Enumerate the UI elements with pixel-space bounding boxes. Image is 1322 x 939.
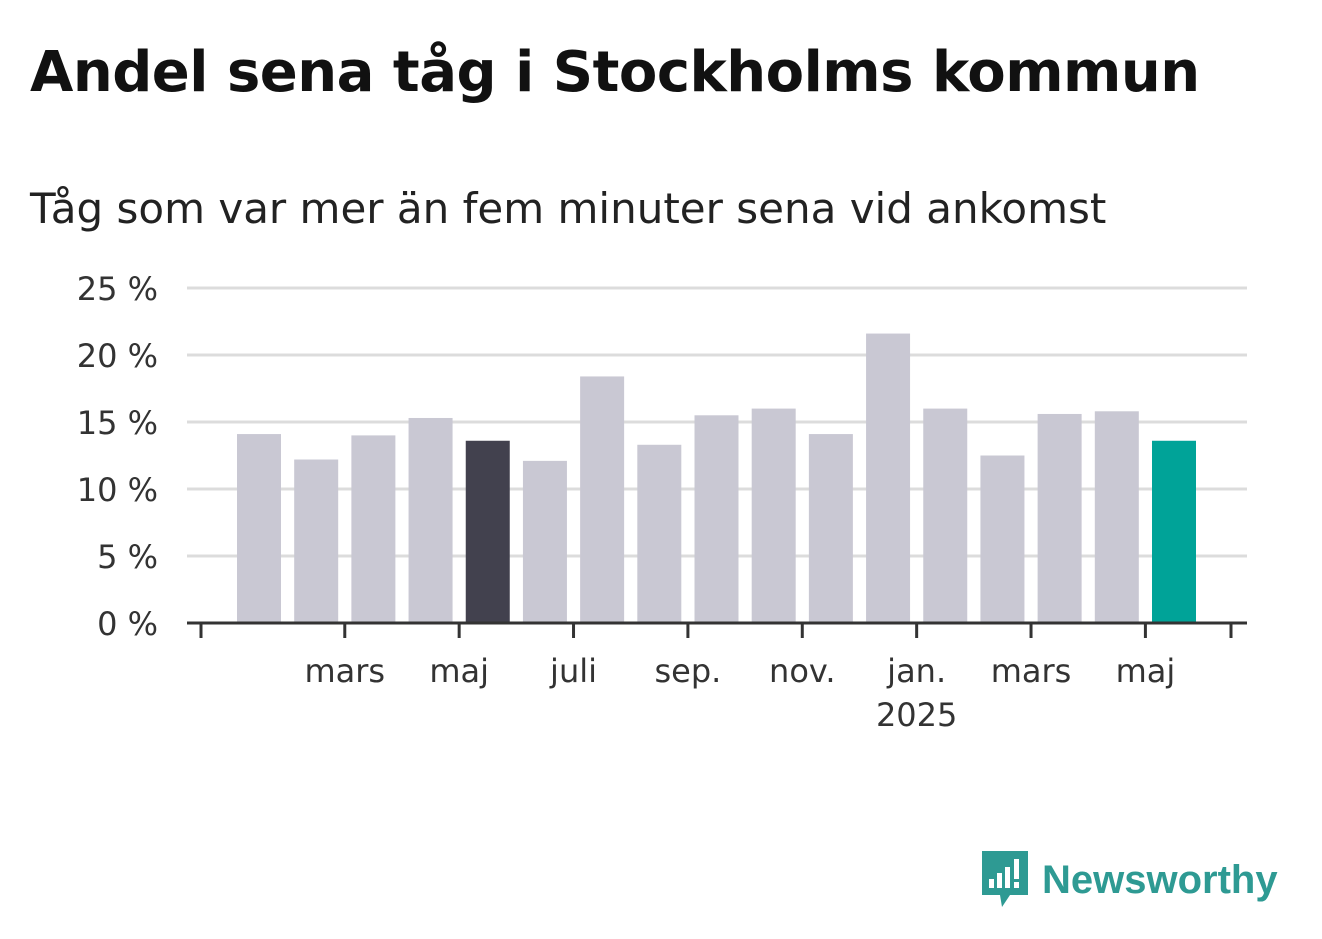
chart-subtitle: Tåg som var mer än fem minuter sena vid … [30, 184, 1107, 233]
bar [866, 333, 911, 623]
bar [980, 455, 1025, 623]
bar [351, 435, 396, 623]
bar [637, 444, 682, 623]
brand-name: Newsworthy [1042, 857, 1278, 902]
bar [1094, 411, 1139, 623]
bar [237, 434, 281, 623]
newsworthy-logo-icon [982, 851, 1028, 907]
x-tick-label: maj [1116, 652, 1176, 690]
y-tick-label: 20 % [77, 337, 158, 375]
bar [1152, 440, 1196, 623]
x-tick-label: mars [991, 652, 1072, 690]
x-tick-label: maj [429, 652, 489, 690]
bar-chart: 0 % 5 % 10 % 15 % 20 % 25 % mars maj juli sep. nov… [77, 270, 1247, 734]
bar [408, 417, 453, 623]
bar [580, 376, 625, 623]
bar [751, 408, 796, 623]
newsworthy-logo: Newsworthy [980, 848, 1278, 912]
y-tick-label: 5 % [97, 538, 158, 576]
bar [808, 434, 853, 623]
bar [1037, 413, 1082, 623]
x-tick-label: nov. [769, 652, 835, 690]
bar [923, 408, 968, 623]
bar [522, 460, 567, 623]
x-tick-year-label: 2025 [876, 696, 957, 734]
y-tick-label: 10 % [77, 471, 158, 509]
x-tick-label: jan. [886, 652, 946, 690]
y-tick-label: 15 % [77, 404, 158, 442]
bar [694, 415, 739, 623]
x-tick-label: mars [304, 652, 385, 690]
x-tick-label: juli [549, 652, 597, 690]
bar [294, 459, 339, 623]
x-tick-label: sep. [654, 652, 721, 690]
y-tick-label: 0 % [97, 605, 158, 643]
bar [465, 440, 510, 623]
chart-title: Andel sena tåg i Stockholms kommun [30, 40, 1200, 105]
y-tick-label: 25 % [77, 270, 158, 308]
